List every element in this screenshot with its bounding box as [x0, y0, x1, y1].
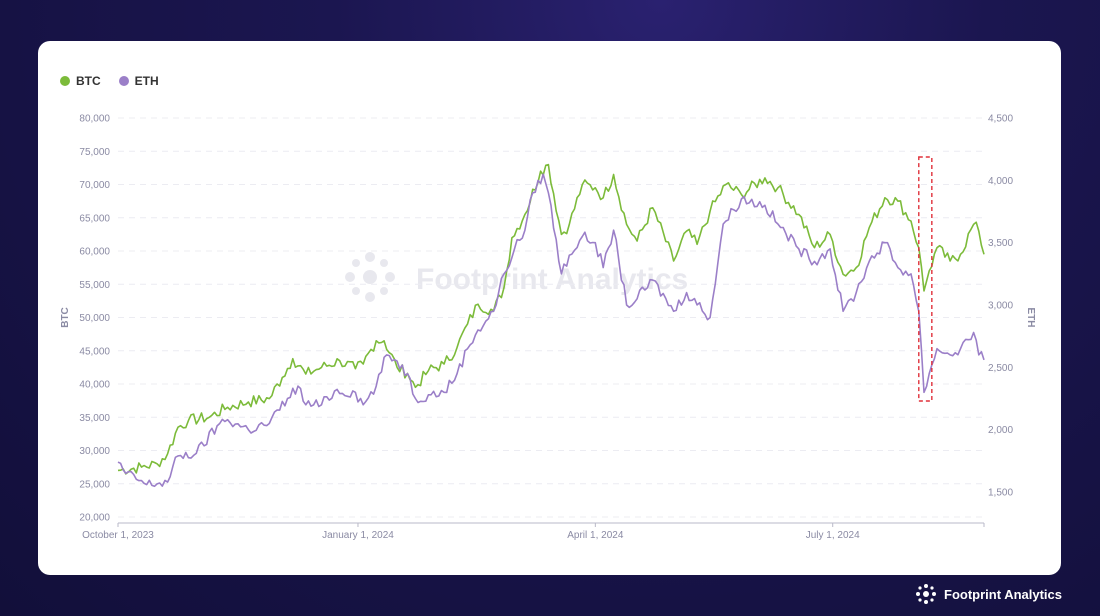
y-right-tick-label: 4,500: [988, 114, 1013, 125]
y-left-tick-label: 60,000: [79, 247, 110, 258]
brand-footer: Footprint Analytics: [914, 582, 1062, 606]
highlight-box: [918, 156, 933, 402]
x-tick-label: October 1, 2023: [82, 530, 154, 541]
chart-card: BTC ETH Footprint Analytics 20,000 25,000…: [38, 41, 1061, 575]
x-tick-label: January 1, 2024: [322, 530, 394, 541]
legend-item-eth[interactable]: ETH: [118, 74, 159, 88]
legend-dot-btc: [60, 76, 70, 86]
y-left-tick-label: 45,000: [79, 346, 110, 357]
y-left-tick-label: 75,000: [79, 147, 110, 158]
legend-item-btc[interactable]: BTC: [60, 74, 101, 88]
y-left-tick-label: 40,000: [79, 380, 110, 391]
y-left-tick-label: 30,000: [79, 446, 110, 457]
y-left-tick-label: 65,000: [79, 213, 110, 224]
legend-dot-eth: [118, 76, 129, 86]
y-axis-right-label: ETH: [1025, 308, 1036, 328]
legend-label-eth: ETH: [134, 74, 159, 88]
footprint-logo-icon: [916, 584, 937, 604]
brand-name: Footprint Analytics: [944, 586, 1062, 602]
y-left-tick-label: 80,000: [79, 114, 110, 125]
y-left-tick-label: 70,000: [79, 180, 110, 191]
y-right-tick-label: 3,500: [988, 238, 1013, 249]
series-line-eth: [117, 173, 985, 488]
watermark-text: Footprint Analytics: [416, 263, 688, 296]
y-right-tick-label: 1,500: [988, 488, 1013, 499]
y-right-ticks: 1,500 2,000 2,500 3,000 3,500 4,000 4,500: [988, 114, 1013, 499]
y-right-tick-label: 2,000: [988, 425, 1013, 436]
y-left-tick-label: 35,000: [79, 413, 110, 424]
y-axis-left-label: BTC: [60, 307, 71, 328]
x-ticks: October 1, 2023 January 1, 2024 April 1, 2…: [82, 522, 985, 541]
line-chart: Footprint Analytics 20,000 25,000 30,000 35…: [60, 114, 1036, 542]
x-tick-label: July 1, 2024: [806, 530, 860, 541]
y-right-tick-label: 3,000: [988, 301, 1013, 312]
y-left-tick-label: 25,000: [79, 479, 110, 490]
series-line-btc: [117, 163, 985, 475]
legend-label-btc: BTC: [76, 74, 101, 88]
series-lines: [117, 163, 985, 488]
y-left-tick-label: 55,000: [79, 280, 110, 291]
y-left-tick-label: 50,000: [79, 313, 110, 324]
y-right-tick-label: 2,500: [988, 363, 1013, 374]
watermark: Footprint Analytics: [345, 252, 688, 302]
legend: BTC ETH: [60, 74, 159, 88]
y-left-tick-label: 20,000: [79, 513, 110, 524]
y-right-tick-label: 4,000: [988, 176, 1013, 187]
x-tick-label: April 1, 2024: [567, 530, 624, 541]
y-left-ticks: 20,000 25,000 30,000 35,000 40,000 45,000 50,0…: [79, 114, 110, 524]
watermark-logo-icon: [345, 252, 395, 302]
highlight-rect: [918, 156, 933, 402]
